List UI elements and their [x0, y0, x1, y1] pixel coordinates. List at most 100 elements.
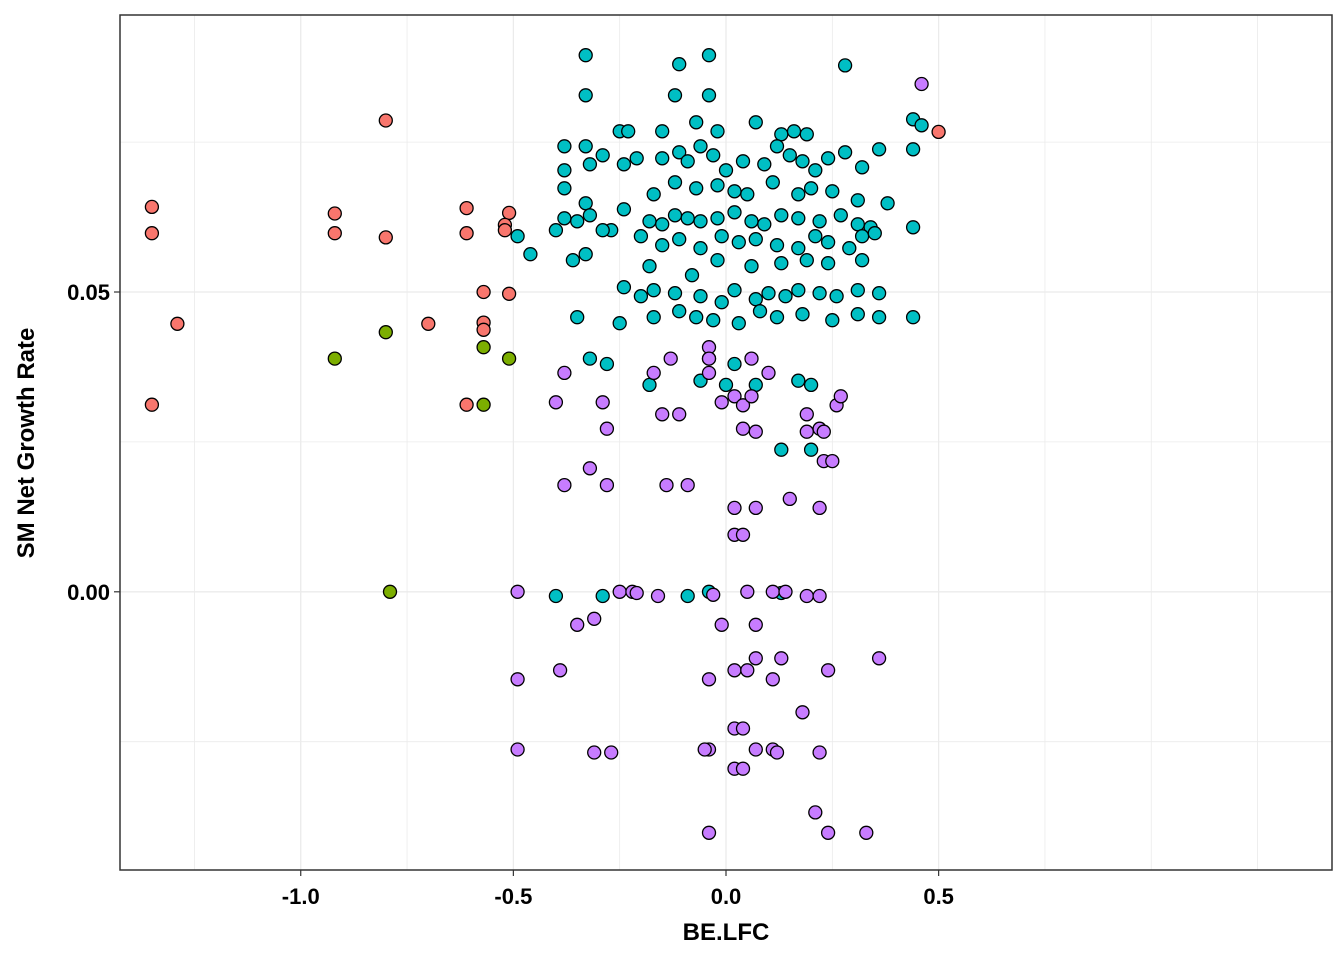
point-teal [621, 124, 636, 139]
point-red [170, 316, 185, 331]
point-purple [782, 491, 797, 507]
point-teal [731, 316, 746, 331]
point-purple [548, 395, 564, 410]
point-teal [799, 253, 814, 268]
point-teal [642, 214, 657, 229]
point-teal [612, 316, 627, 331]
point-teal [735, 154, 751, 169]
point-teal [629, 151, 644, 166]
point-teal [706, 313, 721, 328]
point-purple [774, 651, 789, 666]
point-purple [799, 407, 814, 422]
point-purple [799, 588, 814, 604]
point-red [144, 397, 160, 412]
point-purple [748, 742, 763, 757]
point-teal [680, 588, 695, 604]
point-red [327, 226, 342, 241]
point-purple [727, 663, 742, 678]
point-teal [616, 157, 632, 172]
point-teal [774, 256, 789, 271]
point-purple [765, 584, 780, 599]
point-purple [825, 453, 840, 469]
point-purple [629, 585, 644, 601]
point-purple [744, 389, 759, 404]
point-purple [914, 76, 929, 92]
point-teal [791, 373, 806, 388]
point-purple [859, 825, 874, 840]
point-teal [710, 253, 725, 268]
point-teal [582, 157, 598, 172]
point-purple [663, 351, 678, 366]
point-red [931, 124, 946, 140]
point-purple [735, 721, 751, 736]
point-teal [672, 304, 687, 319]
point-teal [795, 154, 810, 169]
point-teal [578, 196, 593, 211]
point-purple [587, 611, 602, 626]
point-teal [850, 283, 865, 298]
point-purple [727, 500, 742, 516]
point-teal [786, 124, 802, 139]
point-teal [905, 142, 921, 157]
point-green [501, 351, 517, 366]
point-teal [710, 178, 725, 193]
point-teal [578, 88, 593, 103]
point-teal [646, 283, 661, 298]
point-purple [714, 395, 729, 410]
point-teal [689, 181, 704, 196]
point-red [497, 223, 513, 238]
point-purple [701, 351, 717, 366]
point-teal [693, 241, 708, 256]
point-teal [706, 148, 721, 163]
point-teal [667, 88, 683, 103]
point-teal [701, 48, 717, 63]
point-teal [752, 304, 768, 319]
point-purple [510, 584, 525, 599]
point-purple [595, 395, 610, 410]
point-teal [578, 48, 593, 63]
point-teal [842, 241, 857, 256]
point-teal [769, 310, 785, 325]
point-purple [599, 477, 615, 493]
point-teal [791, 211, 806, 226]
point-teal [748, 292, 763, 307]
data-points [144, 48, 946, 840]
point-teal [803, 181, 819, 196]
point-red [501, 205, 517, 221]
point-teal [693, 214, 708, 229]
point-teal [774, 208, 789, 223]
point-purple [744, 351, 759, 366]
point-teal [693, 289, 708, 304]
point-teal [871, 310, 887, 325]
point-red [459, 397, 474, 412]
point-purple [604, 745, 619, 760]
point-purple [646, 365, 661, 381]
point-teal [570, 214, 585, 229]
point-teal [829, 289, 844, 304]
point-purple [735, 527, 751, 542]
point-teal [727, 184, 742, 199]
y-tick-label: 0.00 [67, 580, 110, 605]
point-purple [697, 742, 712, 757]
point-purple [795, 705, 810, 720]
point-teal [854, 229, 870, 244]
x-axis-title: BE.LFC [683, 919, 770, 946]
point-teal [672, 145, 687, 160]
point-purple [672, 407, 687, 422]
point-teal [748, 115, 763, 130]
point-red [459, 200, 474, 216]
point-red [378, 113, 393, 128]
point-green [476, 397, 491, 412]
point-red [144, 226, 160, 241]
point-green [327, 351, 342, 366]
point-teal [837, 145, 853, 160]
point-red [144, 199, 160, 215]
point-teal [582, 208, 598, 223]
point-teal [765, 175, 780, 190]
point-purple [812, 588, 827, 604]
point-green [382, 584, 398, 599]
point-teal [905, 220, 921, 235]
point-purple [557, 365, 572, 381]
point-teal [642, 259, 657, 274]
